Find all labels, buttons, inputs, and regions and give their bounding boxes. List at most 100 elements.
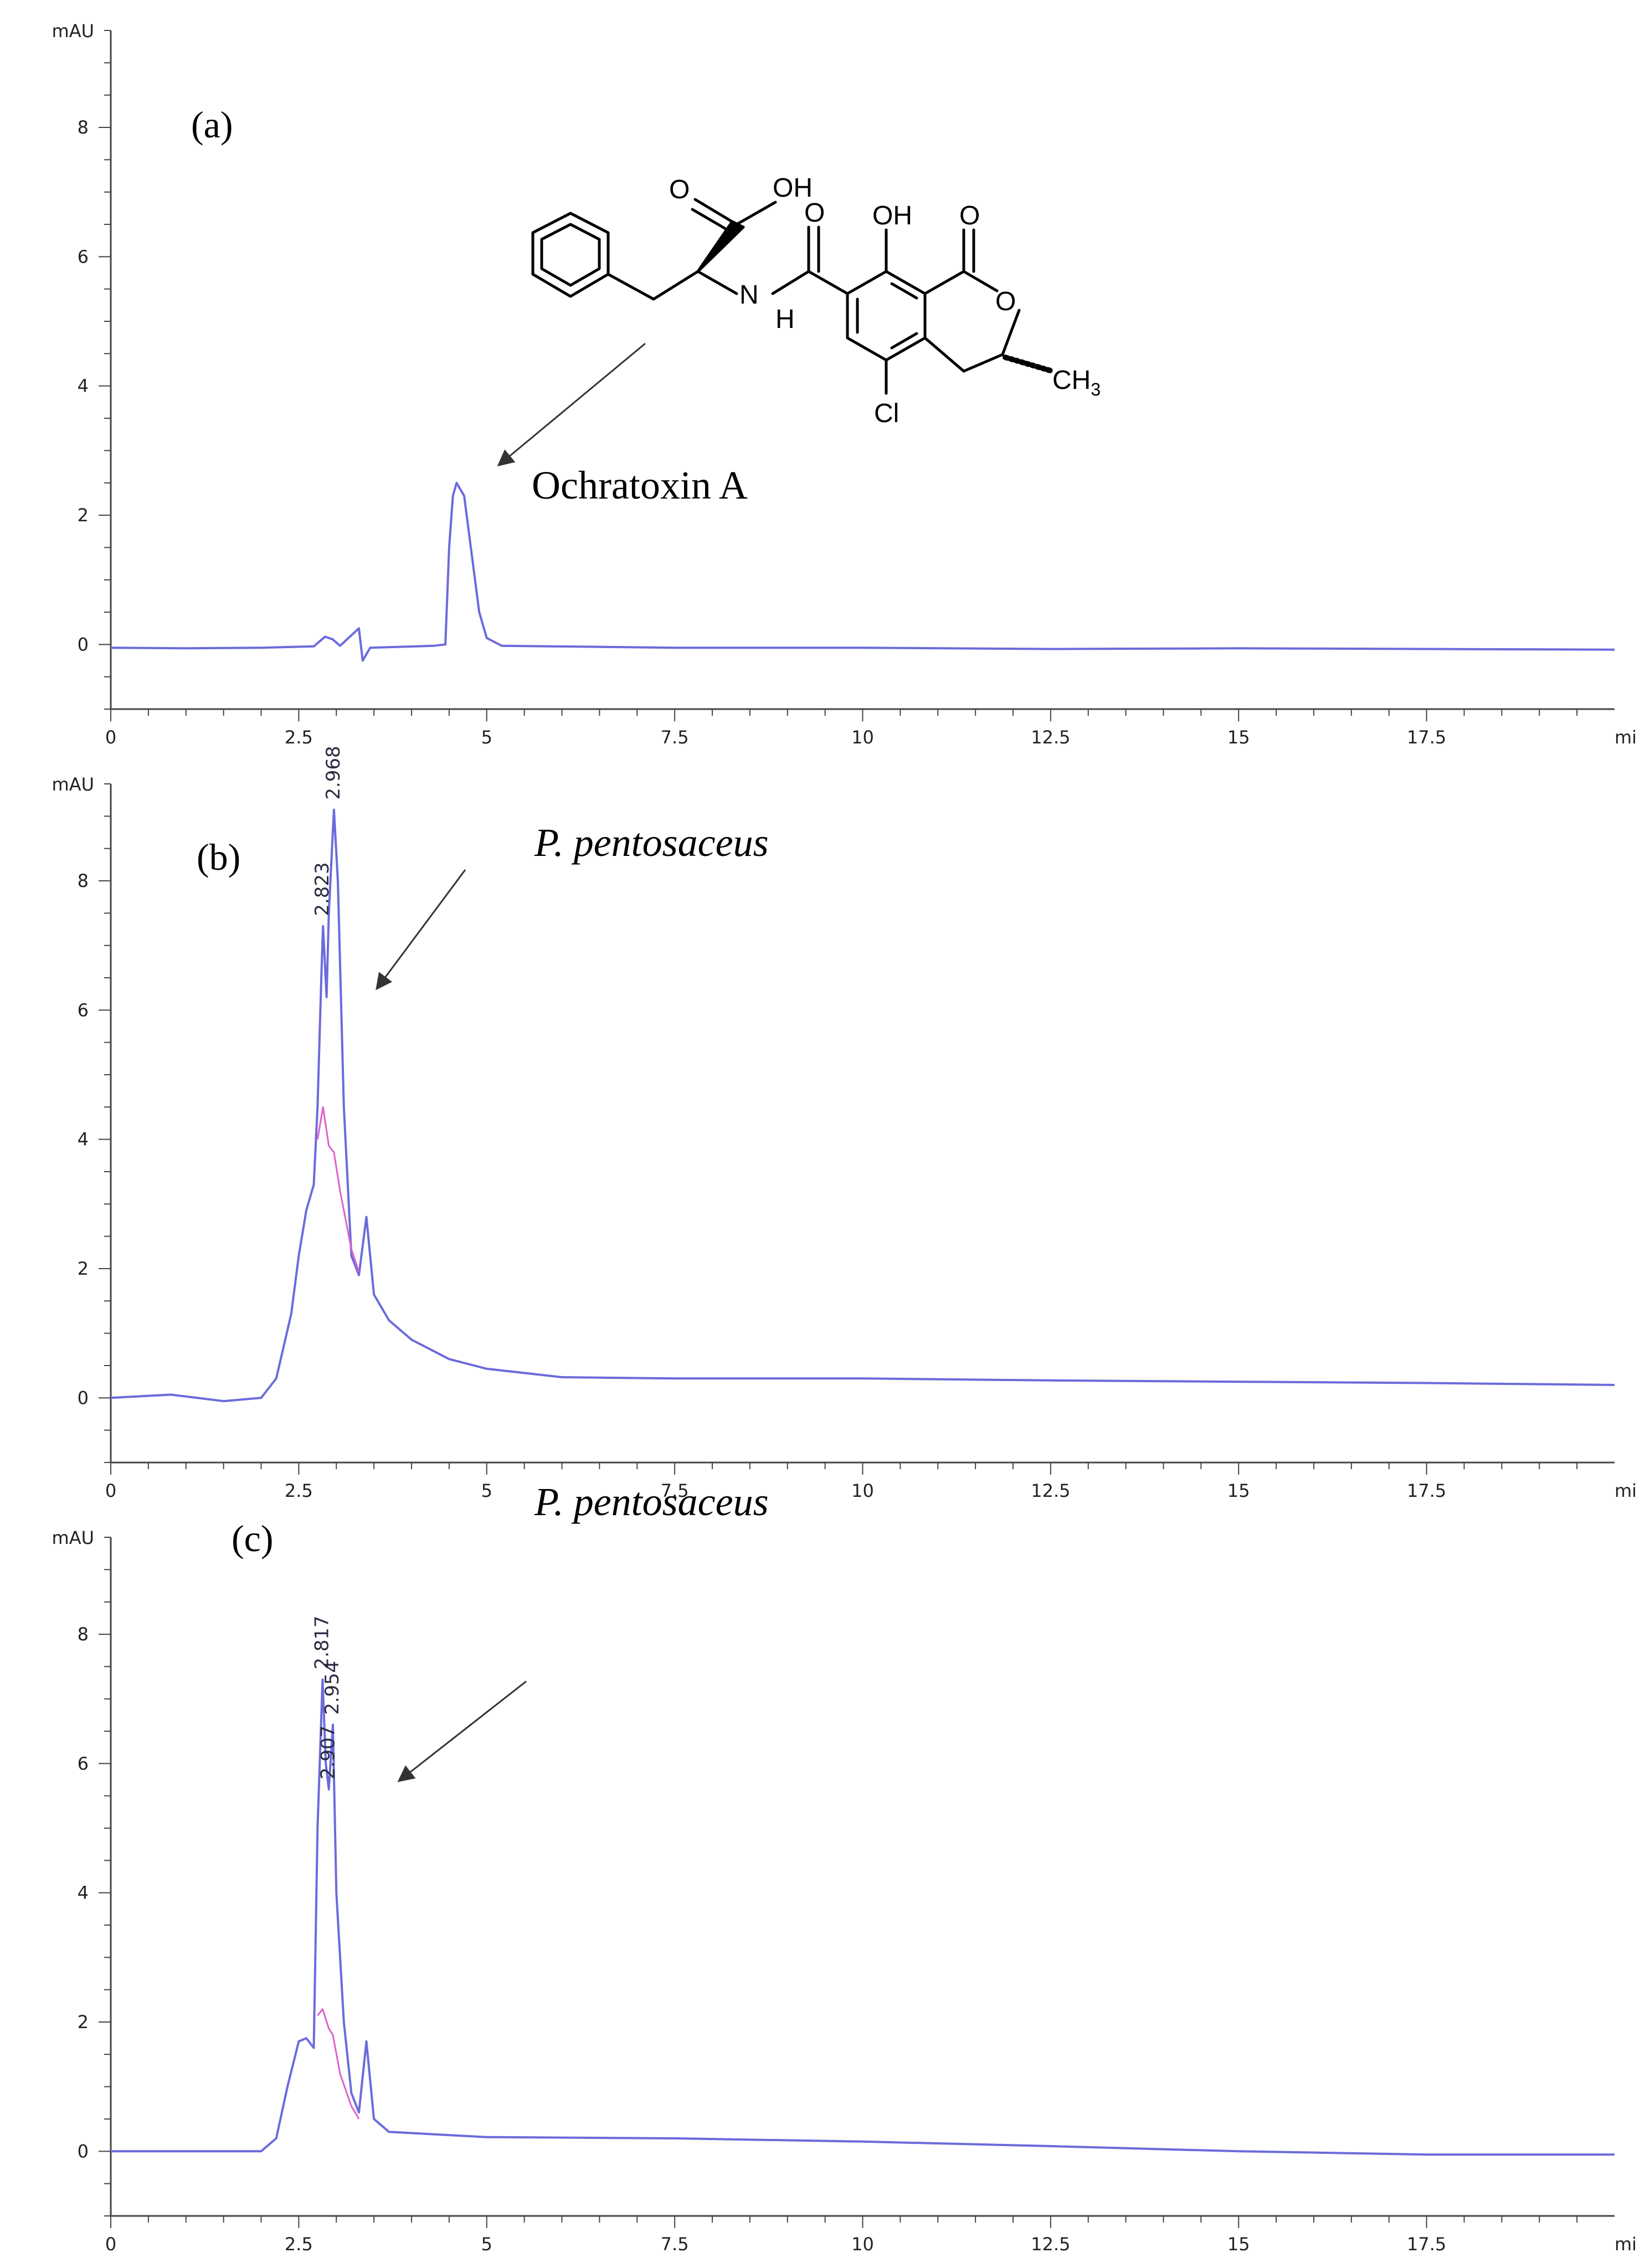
atom-label-methyl: CH3 [1052,366,1101,399]
bond [962,353,1004,373]
y-unit-label: mAU [52,1527,94,1548]
peak-retention-label: 2.968 [322,746,345,799]
y-tick-label: 0 [78,634,89,655]
y-tick-label: 4 [78,376,89,397]
peak-retention-label: 2.954 [321,1661,343,1715]
x-tick-label: 7.5 [661,2234,689,2255]
chromatogram-panel-2: 0 2 4 6 8 0 2.5 5 7.5 10 12.5 15 17.5 mAU mi (b) 2.823 2.… [52,746,1637,1501]
y-tick-label: 8 [78,870,89,891]
x-tick-label: 5 [481,727,492,748]
x-unit-label: mi [1615,2234,1637,2255]
x-tick-label: 0 [105,2234,116,2255]
peak-retention-label: 2.817 [311,1615,333,1669]
bond [890,282,918,300]
atom-label-acid-oh: OH [773,173,813,203]
signal-trace [110,481,1615,662]
peak-annotation: Ochratoxin A [532,463,748,507]
y-tick-label: 6 [78,1753,89,1774]
signal-trace [111,1678,1615,2156]
peak-retention-label: 2.823 [311,862,333,916]
y-tick-label: 8 [78,1624,89,1645]
x-tick-label: 15 [1227,727,1250,748]
y-tick-label: 2 [78,505,89,526]
bond [807,270,849,295]
x-tick-label: 5 [481,1480,492,1501]
ochratoxin-a-structure [531,198,1055,395]
x-tick-label: 2.5 [285,1480,313,1501]
signal-trace [110,808,1615,1403]
y-tick-label: 8 [78,117,89,138]
panel-label: (b) [197,836,240,878]
annotation-arrow [376,869,466,991]
peak-annotation: P. pentosaceus [534,1480,769,1524]
bond [693,198,738,226]
x-tick-label: 12.5 [1031,727,1070,748]
x-tick-label: 17.5 [1407,727,1446,748]
y-tick-label: 2 [78,1258,89,1279]
bond [923,270,965,295]
x-tick-label: 15 [1227,1480,1250,1501]
chromatogram-panel-1: 0 2 4 6 8 0 2.5 5 7.5 10 12.5 15 17.5 mAU mi (a) Ochrato… [52,20,1637,748]
y-tick-label: 0 [78,1387,89,1408]
bond [735,201,777,226]
bond [652,270,700,301]
atom-label-lactone-o: O [959,201,980,230]
bond [962,270,999,293]
x-tick-label: 10 [851,727,874,748]
annotation-arrow [497,342,646,466]
panel-label: (c) [232,1517,273,1559]
bond [771,270,810,295]
bond [890,332,918,350]
annotation-arrow [397,1680,527,1782]
structure-labels: O OH N H O OH O O CH3 Cl [669,173,1101,428]
peak-retention-label: 2.907 [317,1726,340,1779]
aromatic-ring [846,270,927,362]
x-tick-label: 10 [851,1480,874,1501]
bond [691,208,734,234]
x-unit-label: mi [1615,1480,1637,1501]
x-unit-label: mi [1615,727,1637,748]
peak-annotation: P. pentosaceus [534,820,769,865]
y-tick-label: 2 [78,2012,89,2033]
x-tick-label: 7.5 [661,727,689,748]
x-tick-label: 0 [105,1480,116,1501]
atom-label-amide-o: O [804,198,825,228]
bond [1001,309,1021,356]
y-tick-label: 4 [78,1129,89,1150]
bond [696,270,738,295]
y-tick-label: 0 [78,2141,89,2162]
atom-label-carbonyl-o: O [669,175,690,204]
atom-label-chlorine: Cl [874,399,899,428]
x-tick-label: 2.5 [285,727,313,748]
x-tick-label: 0 [105,727,116,748]
atom-label-amide-h: H [775,305,795,334]
y-tick-label: 4 [78,1882,89,1903]
x-tick-label: 17.5 [1407,2234,1446,2255]
chromatogram-panels: 0 2 4 6 8 0 2.5 5 7.5 10 12.5 15 17.5 mAU mi (a) Ochrato… [52,20,1637,2255]
baseline-trace [317,2008,360,2120]
x-tick-label: 7.5 [661,1480,689,1501]
x-tick-label: 5 [481,2234,492,2255]
bond [606,273,655,301]
x-tick-label: 17.5 [1407,1480,1446,1501]
y-tick-label: 6 [78,999,89,1020]
atom-label-phenol-oh: OH [872,201,912,230]
y-unit-label: mAU [52,774,94,795]
x-tick-label: 12.5 [1031,1480,1070,1501]
atom-label-amide-n: N [739,280,759,310]
x-tick-label: 15 [1227,2234,1250,2255]
bond [923,336,965,373]
phenyl-ring [531,212,610,298]
x-tick-label: 10 [851,2234,874,2255]
y-unit-label: mAU [52,20,94,42]
phenyl-ring-inner [540,223,601,287]
wedge-bond [696,220,745,273]
baseline-trace [316,1106,360,1272]
bond [1003,355,1055,374]
atom-label-ring-o: O [995,287,1016,316]
panel-label: (a) [191,104,233,146]
x-tick-label: 2.5 [285,2234,313,2255]
x-tick-label: 12.5 [1031,2234,1070,2255]
